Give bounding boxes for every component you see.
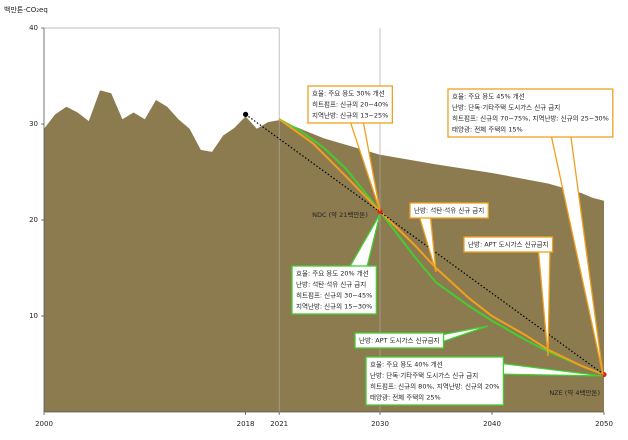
callout-text: 히트펌프: 신규의 70~75%, 지역난방: 신규의 25~30% (452, 114, 609, 123)
line (278, 118, 605, 376)
point-label: NDC (약 21백만톤) (312, 210, 368, 219)
callout-text: 태양광: 전체 주택의 25% (370, 393, 441, 402)
callout-box (365, 356, 505, 406)
callout-box (307, 85, 394, 124)
x-tick-label: 2000 (35, 420, 53, 428)
callout-text: 난방: APT 도시가스 신규금지 (468, 240, 549, 249)
callout-text: 난방: 단독·기타주택 도시가스 신규 금지 (370, 371, 478, 380)
marker (243, 111, 249, 117)
callout-text: 효율: 주요 용도 45% 개선 (452, 92, 525, 101)
point-label: NZE (약 4백만톤) (549, 388, 600, 397)
callout-box (447, 88, 614, 138)
y-tick-label: 20 (29, 216, 38, 224)
x-tick-label: 2018 (237, 420, 255, 428)
x-tick-label: 2040 (483, 420, 501, 428)
marker (377, 208, 383, 214)
callout-text: 히트펌프: 신규의 30~45% (296, 291, 372, 300)
callout-text: 지역난방: 신규의 15~30% (296, 302, 372, 311)
callout-text: 지역난방: 신규의 13~25% (312, 111, 388, 120)
callout-text: 히트펌프: 신규의 20~40% (312, 100, 388, 109)
callout-text: 태양광: 전체 주택의 15% (452, 125, 523, 134)
callout-text: 난방: 석탄·석유 신규 금지 (414, 206, 484, 215)
callout-box (354, 332, 445, 349)
callout-box (409, 202, 489, 219)
callout-text: 히트펌프: 신규의 80%, 지역난방: 신규의 20% (370, 382, 499, 391)
x-tick-label: 2050 (595, 420, 613, 428)
callout-text: 효율: 주요 용도 40% 개선 (370, 360, 443, 369)
x-tick-label: 2030 (371, 420, 389, 428)
callout-text: 난방: 석탄·석유 신규 금지 (296, 280, 366, 289)
x-tick-label: 2021 (270, 420, 288, 428)
callout-text: 효율: 주요 용도 20% 개선 (296, 269, 369, 278)
callout-box (291, 265, 378, 315)
callout-box (463, 236, 554, 253)
y-tick-label: 10 (29, 312, 38, 320)
dotted-line (245, 113, 605, 376)
callout-text: 난방: 단독·기타주택 도시가스 신규 금지 (452, 103, 560, 112)
callout-text: 난방: APT 도시가스 신규금지 (359, 336, 440, 345)
y-tick-label: 40 (29, 24, 38, 32)
y-tick-label: 30 (29, 120, 38, 128)
callout-text: 효율: 주요 용도 30% 개선 (312, 89, 385, 98)
y-axis-label: 백만톤-CO₂eq (4, 5, 48, 14)
